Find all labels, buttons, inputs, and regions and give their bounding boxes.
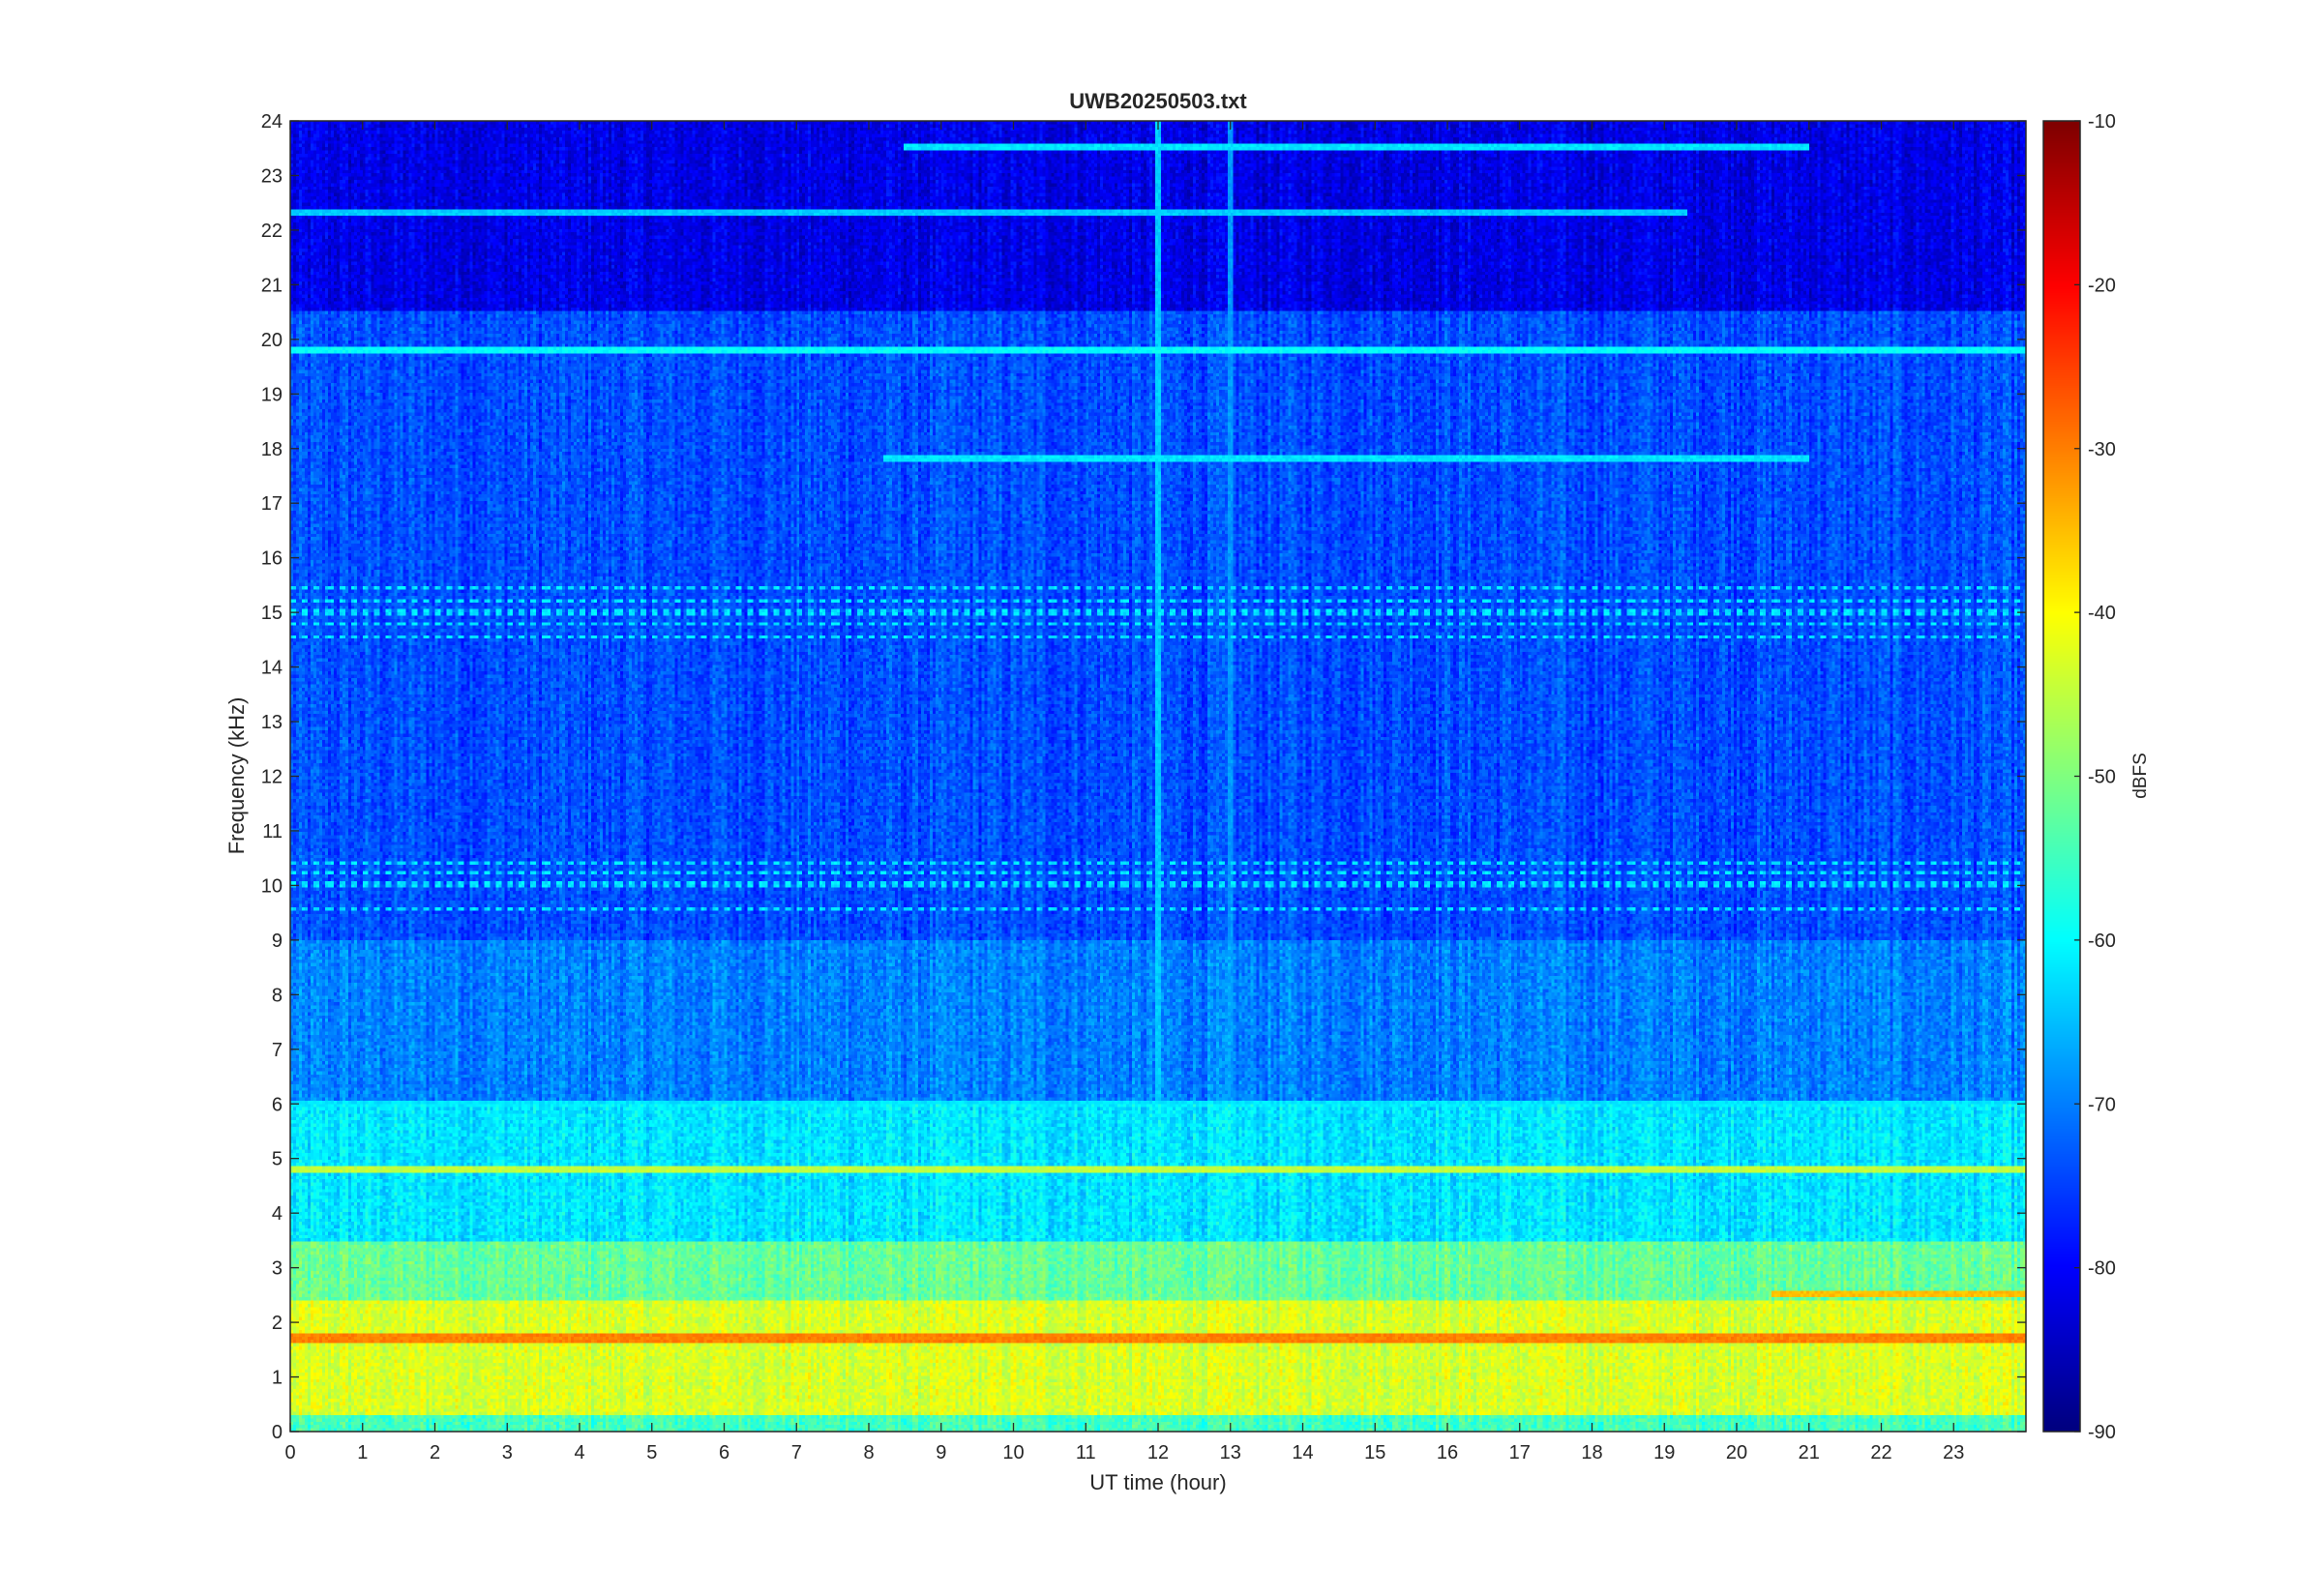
colorbar-tick-label: -50 — [2088, 767, 2116, 788]
x-axis-label: UT time (hour) — [1089, 1470, 1226, 1494]
y-tick-label: 9 — [272, 931, 283, 952]
colorbar-gradient — [2043, 121, 2080, 1432]
x-tick-label: 20 — [1726, 1442, 1747, 1463]
y-tick-label: 11 — [262, 821, 283, 842]
y-tick-label: 2 — [272, 1313, 283, 1334]
x-tick-label: 18 — [1581, 1442, 1602, 1463]
y-tick-label: 20 — [261, 330, 283, 351]
y-axis-label: Frequency (kHz) — [224, 697, 249, 855]
y-tick-label: 16 — [261, 548, 283, 570]
x-tick-label: 9 — [936, 1442, 946, 1463]
y-tick-label: 13 — [261, 712, 283, 733]
y-tick-label: 6 — [272, 1094, 283, 1115]
x-tick-label: 15 — [1364, 1442, 1385, 1463]
spectrogram-image — [290, 121, 2026, 1432]
x-tick-label: 19 — [1653, 1442, 1675, 1463]
x-tick-label: 7 — [791, 1442, 802, 1463]
x-tick-label: 5 — [646, 1442, 657, 1463]
x-tick-label: 4 — [574, 1442, 584, 1463]
x-tick-label: 3 — [502, 1442, 513, 1463]
x-tick-label: 17 — [1509, 1442, 1531, 1463]
y-tick-label: 14 — [261, 658, 283, 679]
x-tick-label: 14 — [1292, 1442, 1313, 1463]
x-axis-ticks: 0 1 2 3 4 5 6 7 8 9 10 11 12 13 14 15 16 17 18 19 20 21 22 23 — [284, 121, 1964, 1463]
x-tick-label: 1 — [357, 1442, 368, 1463]
y-tick-label: 4 — [272, 1203, 283, 1225]
x-tick-label: 0 — [284, 1442, 295, 1463]
y-tick-label: 3 — [272, 1258, 283, 1280]
y-tick-label: 12 — [261, 767, 283, 788]
x-tick-label: 21 — [1799, 1442, 1820, 1463]
colorbar-tick-label: -20 — [2088, 275, 2116, 296]
x-tick-label: 10 — [1002, 1442, 1024, 1463]
colorbar-ticks: -10 -20 -30 -40 -50 -60 -70 -80 -90 — [2074, 111, 2116, 1443]
y-tick-label: 18 — [261, 439, 283, 460]
x-tick-label: 22 — [1870, 1442, 1891, 1463]
x-tick-label: 12 — [1147, 1442, 1169, 1463]
y-tick-label: 24 — [261, 111, 283, 133]
colorbar-tick-label: -30 — [2088, 439, 2116, 460]
y-tick-label: 23 — [261, 165, 283, 187]
y-tick-label: 1 — [272, 1368, 283, 1389]
chart-title: UWB20250503.txt — [1069, 89, 1247, 113]
colorbar-tick-label: -40 — [2088, 603, 2116, 624]
plot-axes-box — [289, 120, 2027, 1433]
colorbar-tick-label: -60 — [2088, 931, 2116, 952]
y-tick-label: 10 — [261, 875, 283, 897]
x-tick-label: 8 — [863, 1442, 874, 1463]
x-tick-label: 6 — [719, 1442, 729, 1463]
colorbar-tick-label: -80 — [2088, 1258, 2116, 1280]
x-tick-label: 2 — [430, 1442, 440, 1463]
y-tick-label: 22 — [261, 221, 283, 242]
y-tick-label: 15 — [261, 603, 283, 624]
y-tick-label: 8 — [272, 985, 283, 1006]
x-tick-label: 13 — [1220, 1442, 1241, 1463]
colorbar-label: dBFS — [2130, 753, 2151, 799]
y-tick-label: 21 — [261, 275, 283, 296]
y-tick-label: 19 — [261, 384, 283, 405]
y-tick-label: 5 — [272, 1149, 283, 1170]
x-tick-label: 16 — [1437, 1442, 1458, 1463]
colorbar-tick-label: -90 — [2088, 1422, 2116, 1443]
y-tick-label: 7 — [272, 1040, 283, 1061]
colorbar-tick-label: -70 — [2088, 1094, 2116, 1115]
y-tick-label: 0 — [272, 1422, 283, 1443]
x-tick-label: 11 — [1076, 1442, 1096, 1463]
x-tick-label: 23 — [1943, 1442, 1964, 1463]
colorbar-tick-label: -10 — [2088, 111, 2116, 133]
y-tick-label: 17 — [261, 493, 283, 515]
